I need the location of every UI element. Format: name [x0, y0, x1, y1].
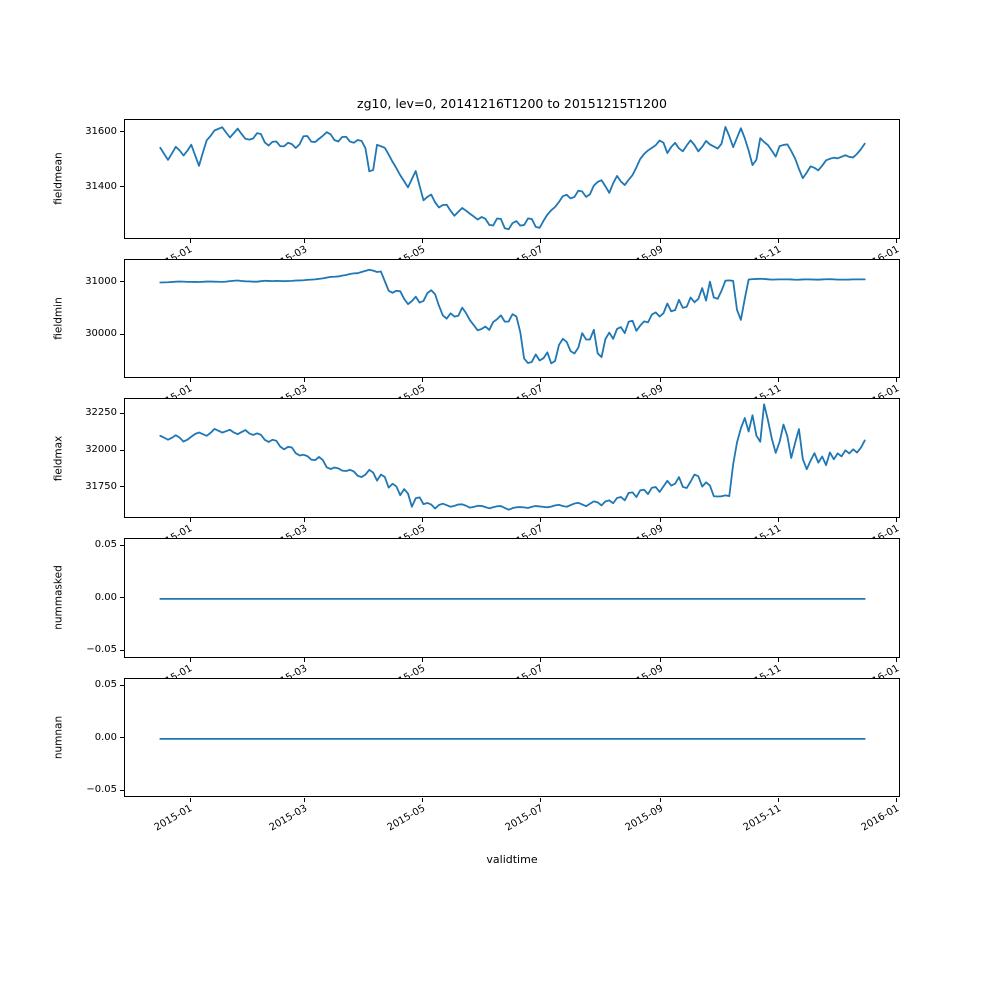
x-tick-mark [778, 518, 780, 523]
y-tick-label: 31600 [85, 125, 117, 137]
x-tick-mark [422, 518, 423, 523]
axes-numnan [124, 677, 900, 798]
x-tick-mark [422, 378, 423, 383]
x-tick-mark [303, 518, 305, 523]
y-tick-mark [120, 544, 124, 546]
x-tick-mark [540, 518, 542, 523]
x-tick-mark [660, 238, 662, 243]
x-tick-mark [189, 657, 191, 662]
y-tick-label: 0.05 [94, 679, 117, 691]
y-tick-label: 30000 [85, 328, 117, 340]
x-tick-label: 2015-11 [741, 802, 784, 833]
x-tick-mark [303, 378, 305, 383]
x-tick-mark [660, 797, 662, 802]
x-tick-label: 2016-01 [859, 802, 902, 833]
fieldmean-series-line [159, 126, 866, 231]
fieldmin-series-line [159, 268, 866, 364]
y-tick-label: −0.05 [86, 644, 117, 656]
y-tick-mark [120, 186, 124, 188]
x-tick-mark [422, 657, 423, 662]
x-tick-mark [189, 238, 191, 243]
x-tick-label: 2015-05 [385, 802, 427, 833]
x-tick-mark [540, 238, 542, 243]
nummasked-series-line [159, 598, 866, 600]
x-tick-mark [189, 797, 191, 802]
x-tick-mark [540, 657, 542, 662]
x-tick-mark [896, 378, 898, 383]
x-tick-mark [303, 238, 305, 243]
x-tick-mark [778, 378, 780, 383]
x-tick-mark [540, 378, 542, 383]
y-tick-mark [120, 333, 124, 335]
y-tick-label: 32000 [85, 444, 117, 455]
y-tick-mark [120, 597, 124, 599]
y-tick-mark [120, 412, 124, 414]
y-tick-mark [120, 131, 124, 133]
y-tick-mark [120, 684, 124, 686]
x-tick-mark [422, 238, 423, 243]
y-tick-label: 31750 [85, 480, 117, 492]
y-tick-label: 0.00 [94, 731, 117, 743]
x-tick-mark [303, 797, 305, 802]
x-tick-mark [778, 657, 780, 662]
axes-nummasked [124, 538, 900, 658]
fieldmax-series-line [159, 403, 866, 511]
x-tick-mark [189, 378, 191, 383]
x-tick-mark [660, 518, 662, 523]
axes-fieldmax [124, 398, 900, 519]
x-tick-mark [896, 797, 898, 802]
x-tick-mark [660, 378, 662, 383]
x-tick-mark [896, 518, 898, 523]
x-tick-label: 2015-09 [623, 802, 666, 833]
y-tick-label: 0.05 [94, 539, 117, 551]
x-tick-mark [422, 797, 423, 802]
y-tick-label: 31000 [85, 275, 117, 287]
y-tick-mark [120, 737, 124, 739]
x-tick-label: 2015-03 [267, 802, 309, 833]
x-tick-mark [660, 657, 662, 662]
y-tick-mark [120, 486, 124, 488]
x-tick-mark [303, 657, 305, 662]
x-tick-label: 2015-01 [153, 802, 195, 833]
x-tick-mark [896, 657, 898, 662]
x-tick-mark [540, 797, 542, 802]
axes-fieldmean [124, 119, 900, 239]
y-tick-mark [120, 449, 124, 451]
y-tick-label: 32250 [85, 407, 117, 419]
chart-title: zg10, lev=0, 20141216T1200 to 20151215T1… [357, 96, 667, 111]
y-tick-mark [120, 649, 124, 651]
x-tick-mark [778, 797, 780, 802]
axes-fieldmin [124, 258, 900, 379]
y-tick-label: −0.05 [86, 784, 117, 796]
y-tick-label: 31400 [85, 180, 117, 192]
y-tick-label: 0.00 [94, 591, 117, 603]
numnan-series-line [159, 737, 866, 740]
x-tick-mark [778, 238, 780, 243]
x-tick-mark [896, 238, 898, 243]
x-tick-label: 2015-07 [503, 802, 546, 833]
y-tick-mark [120, 281, 124, 283]
x-tick-mark [189, 518, 191, 523]
y-tick-mark [120, 789, 124, 791]
x-axis-label: validtime [486, 853, 538, 866]
